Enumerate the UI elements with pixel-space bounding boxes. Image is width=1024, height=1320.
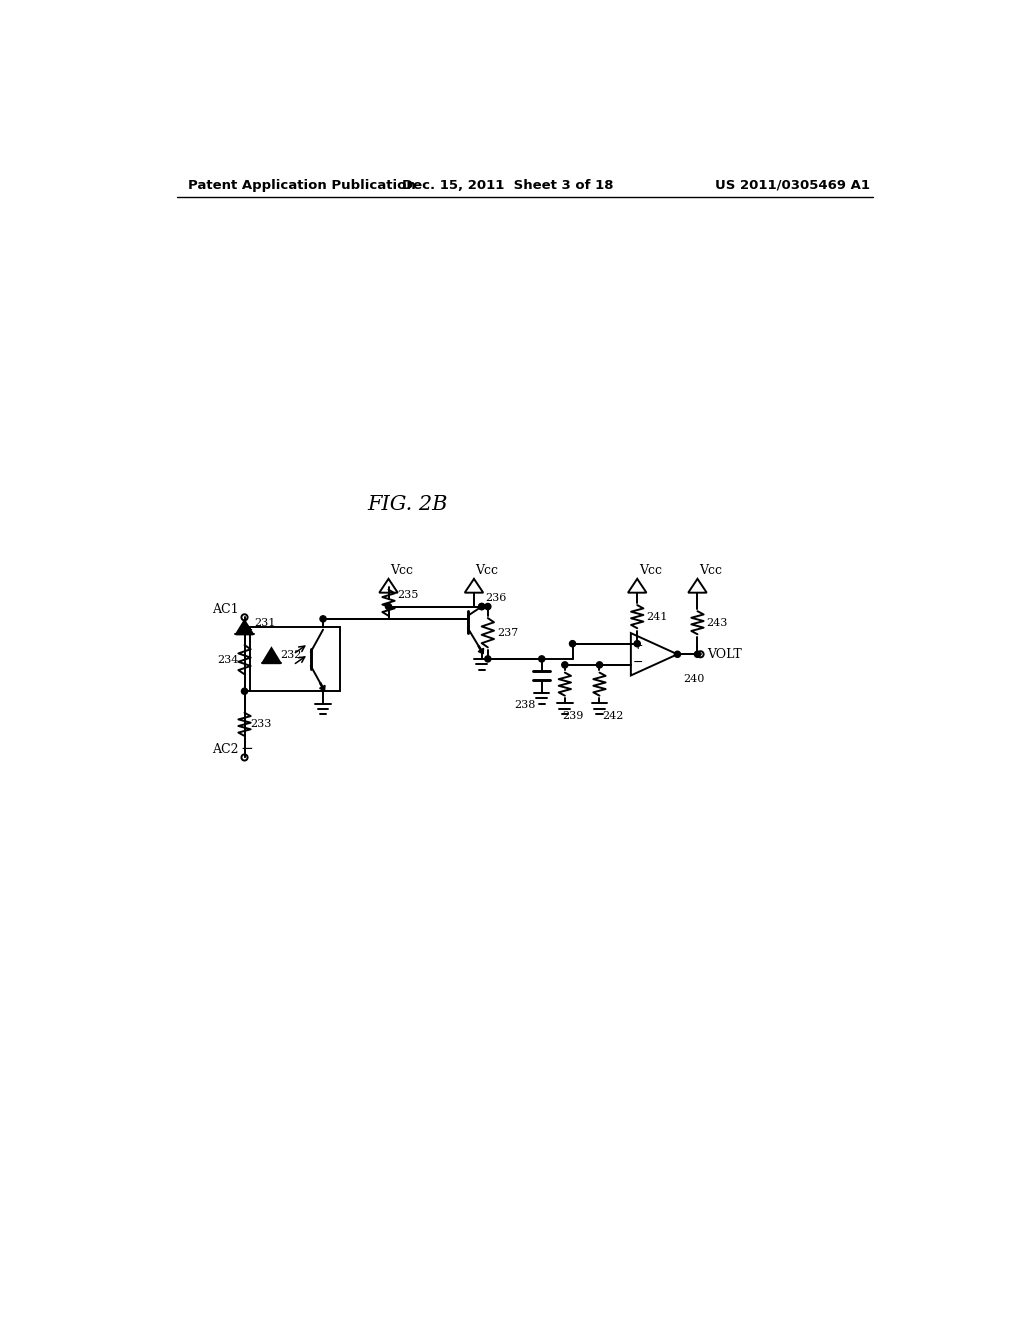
Circle shape (562, 661, 568, 668)
Circle shape (694, 651, 700, 657)
Text: VOLT: VOLT (707, 648, 741, 661)
Text: 231: 231 (254, 619, 275, 628)
Text: −: − (241, 741, 253, 756)
Text: Patent Application Publication: Patent Application Publication (188, 178, 416, 191)
Polygon shape (236, 620, 253, 635)
Circle shape (569, 640, 575, 647)
Text: −: − (633, 656, 643, 669)
Text: 239: 239 (562, 711, 583, 721)
Text: AC1: AC1 (212, 603, 239, 615)
Circle shape (697, 651, 703, 657)
Circle shape (675, 651, 681, 657)
FancyArrow shape (478, 645, 483, 653)
Polygon shape (262, 648, 281, 663)
Polygon shape (628, 579, 646, 593)
Circle shape (484, 656, 490, 663)
Text: US 2011/0305469 A1: US 2011/0305469 A1 (715, 178, 869, 191)
Polygon shape (631, 634, 678, 676)
Text: Dec. 15, 2011  Sheet 3 of 18: Dec. 15, 2011 Sheet 3 of 18 (402, 178, 613, 191)
Text: 238: 238 (514, 701, 536, 710)
Circle shape (596, 661, 602, 668)
Polygon shape (688, 579, 707, 593)
Bar (250, 627, 340, 692)
Text: 241: 241 (646, 611, 668, 622)
Circle shape (242, 626, 248, 631)
Circle shape (385, 603, 391, 610)
Polygon shape (465, 579, 483, 593)
Text: 242: 242 (602, 711, 624, 721)
Text: FIG. 2B: FIG. 2B (368, 495, 449, 515)
Text: 236: 236 (484, 594, 506, 603)
FancyArrow shape (319, 682, 325, 690)
Circle shape (242, 755, 248, 760)
Text: Vcc: Vcc (390, 564, 413, 577)
Circle shape (242, 614, 248, 620)
Circle shape (242, 688, 248, 694)
Text: +: + (241, 623, 253, 636)
Polygon shape (379, 579, 397, 593)
Text: 235: 235 (397, 590, 419, 601)
Text: Vcc: Vcc (639, 564, 662, 577)
Circle shape (484, 603, 490, 610)
Circle shape (319, 615, 326, 622)
Text: 243: 243 (707, 618, 728, 628)
Circle shape (478, 603, 484, 610)
Text: 234: 234 (217, 655, 239, 665)
Text: Vcc: Vcc (699, 564, 722, 577)
Text: +: + (633, 639, 643, 652)
Circle shape (539, 656, 545, 663)
Text: 240: 240 (684, 675, 705, 684)
Text: AC2: AC2 (212, 743, 239, 756)
Text: 237: 237 (497, 628, 518, 638)
Text: Vcc: Vcc (475, 564, 499, 577)
Text: 233: 233 (251, 719, 272, 730)
Circle shape (478, 603, 484, 610)
Text: 232: 232 (281, 649, 302, 660)
Circle shape (634, 640, 640, 647)
